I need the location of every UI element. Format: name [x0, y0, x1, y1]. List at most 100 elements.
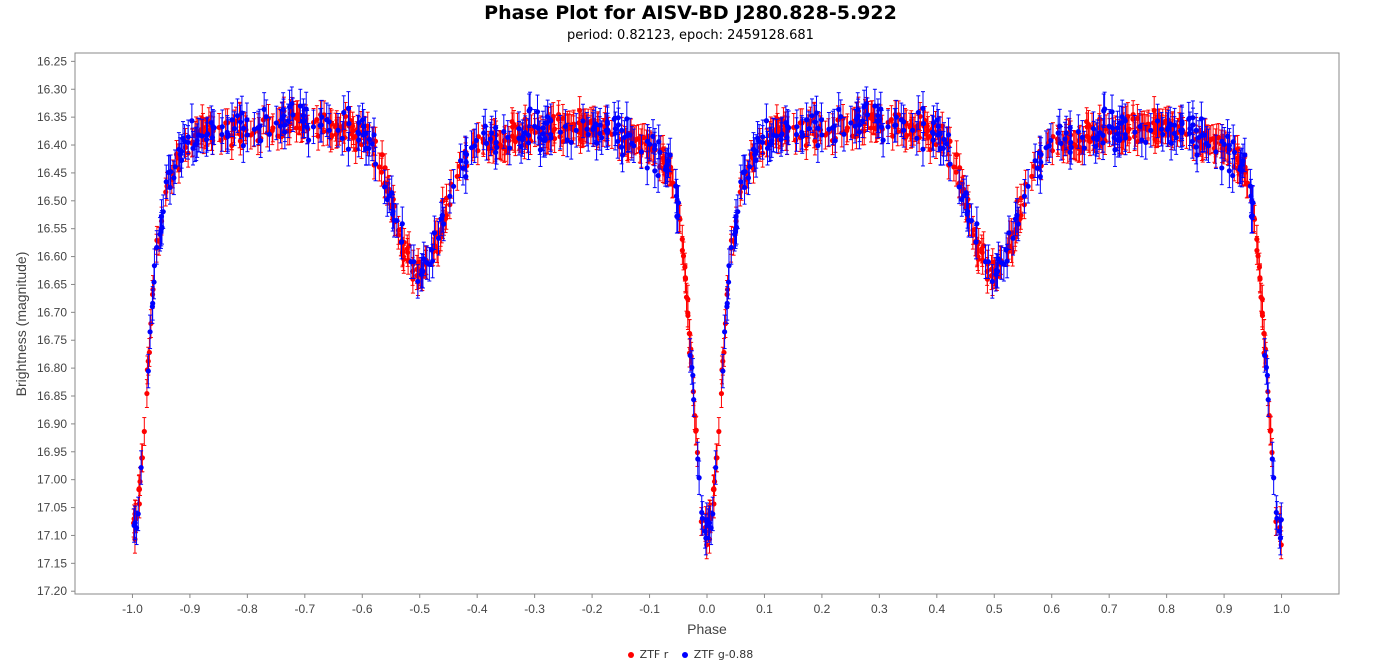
data-point: [1046, 143, 1052, 149]
data-point: [457, 158, 464, 164]
data-point: [507, 145, 513, 151]
data-point: [711, 478, 718, 485]
data-point: [830, 125, 836, 131]
data-point: [460, 165, 466, 171]
data-point: [345, 105, 352, 111]
data-point: [710, 486, 717, 493]
data-point: [1271, 475, 1277, 481]
data-point: [1173, 135, 1179, 141]
data-point: [813, 110, 820, 116]
data-point: [580, 118, 586, 124]
data-point: [315, 133, 321, 139]
data-point: [1148, 127, 1154, 133]
data-point: [914, 135, 920, 141]
data-point: [1205, 143, 1212, 149]
data-point: [714, 455, 720, 461]
data-point: [585, 131, 591, 137]
data-point: [812, 138, 818, 144]
data-point: [1072, 143, 1078, 149]
data-point: [1037, 173, 1043, 180]
data-point: [844, 125, 851, 131]
data-point: [695, 456, 701, 462]
data-point: [1265, 397, 1271, 403]
data-point: [389, 190, 395, 196]
data-point: [885, 124, 891, 130]
data-point: [893, 122, 899, 128]
data-point: [540, 125, 546, 131]
data-point: [1224, 133, 1231, 140]
chart-title: Phase Plot for AISV-BD J280.828-5.922: [484, 2, 897, 24]
data-point: [1254, 236, 1260, 242]
data-point: [1032, 158, 1038, 164]
data-point: [673, 183, 679, 189]
data-point: [1274, 515, 1280, 521]
data-point: [832, 138, 838, 144]
data-point: [682, 276, 689, 282]
data-point: [435, 235, 442, 241]
data-point: [239, 110, 245, 116]
data-point: [139, 455, 145, 461]
data-point: [1003, 247, 1009, 253]
data-point: [1168, 140, 1174, 146]
data-point: [738, 179, 744, 185]
data-point: [1160, 131, 1166, 137]
data-point: [225, 133, 231, 140]
data-point: [599, 135, 605, 141]
data-point: [917, 113, 923, 120]
data-point: [763, 118, 770, 124]
data-point: [1262, 352, 1268, 359]
data-point: [1097, 130, 1103, 136]
data-point: [699, 509, 705, 516]
data-point: [141, 428, 147, 435]
data-point: [1231, 149, 1238, 155]
data-point: [898, 117, 904, 123]
data-point: [1216, 134, 1222, 141]
data-point: [463, 151, 470, 158]
data-point: [1006, 230, 1012, 236]
data-point: [172, 164, 178, 170]
data-point: [454, 173, 460, 179]
data-point: [1100, 140, 1106, 146]
data-point: [1226, 168, 1232, 174]
data-point: [318, 122, 324, 128]
data-point: [683, 294, 690, 300]
data-point: [953, 169, 959, 175]
data-point: [944, 141, 950, 147]
data-point: [692, 412, 698, 419]
data-point: [1230, 172, 1236, 179]
data-point: [1139, 137, 1145, 143]
data-point: [472, 143, 478, 149]
data-point: [593, 140, 600, 146]
data-point: [300, 113, 307, 119]
data-point: [204, 131, 211, 137]
data-point: [696, 475, 702, 481]
data-point: [342, 113, 349, 120]
data-point: [1273, 509, 1279, 516]
data-point: [1193, 144, 1199, 150]
data-point: [768, 141, 774, 147]
data-point: [290, 112, 296, 118]
data-point: [1014, 212, 1020, 218]
data-point: [1255, 253, 1261, 259]
data-point: [836, 106, 842, 112]
data-point: [1010, 235, 1016, 241]
data-point: [655, 172, 661, 179]
data-point: [137, 478, 143, 485]
data-point: [691, 397, 697, 403]
data-point: [154, 244, 160, 251]
data-point: [979, 249, 985, 256]
data-point: [548, 118, 554, 124]
data-point: [203, 136, 210, 143]
data-point: [431, 230, 438, 236]
data-point: [258, 138, 264, 144]
data-point: [1058, 140, 1064, 146]
data-point: [650, 133, 656, 140]
data-point: [1150, 120, 1157, 126]
data-point: [657, 149, 663, 155]
data-point: [371, 132, 377, 138]
data-point: [985, 259, 991, 265]
data-point: [680, 253, 687, 259]
data-point: [1143, 139, 1149, 145]
data-point: [848, 120, 854, 126]
data-point: [1219, 165, 1225, 171]
